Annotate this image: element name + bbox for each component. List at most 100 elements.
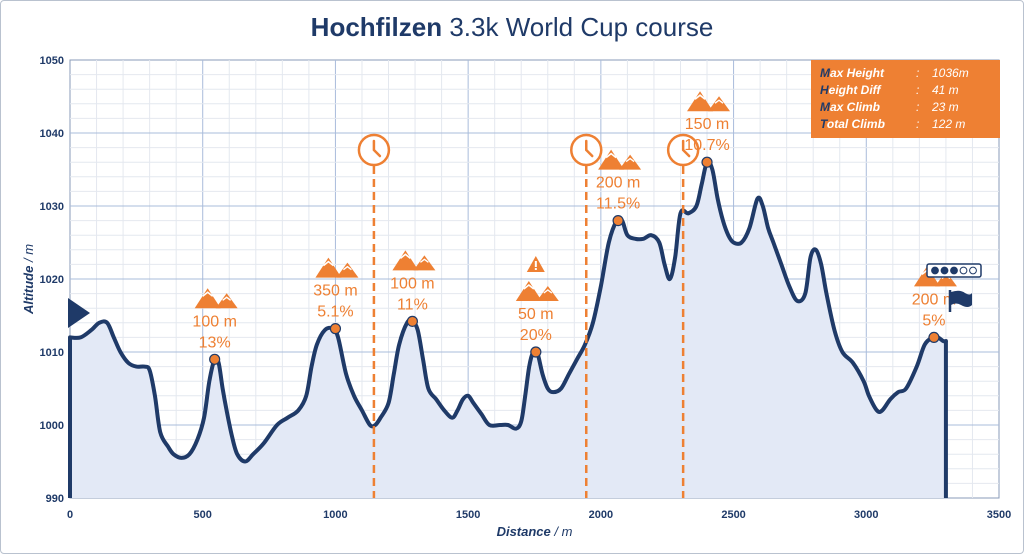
stat-value: 122 m: [932, 117, 966, 131]
y-tick-label: 1010: [40, 347, 64, 359]
mountain-snow: [419, 258, 429, 263]
x-tick-label: 500: [194, 509, 212, 521]
finish-flag-icon: [948, 290, 972, 312]
climb-distance-label: 200 m: [596, 175, 640, 192]
x-tick-label: 3000: [854, 509, 878, 521]
warning-bar: [534, 261, 537, 267]
mountain-snow: [543, 289, 553, 294]
clock-hands: [372, 139, 382, 158]
mountain-icon: [598, 149, 642, 170]
stat-key: Max Climb: [820, 99, 910, 115]
profile-line: [68, 159, 948, 464]
stat-value: 1036m: [932, 66, 969, 80]
climb-gradient-label: 11%: [397, 296, 428, 313]
difficulty-dot: [940, 266, 949, 275]
stat-key-initial: M: [820, 66, 830, 80]
chart-title-rest: 3.3k World Cup course: [442, 12, 714, 42]
climb-marker: 13% 100 m: [192, 288, 238, 365]
climb-marker: 11.5% 200 m: [596, 149, 642, 227]
climb-marker: 10.7% 150 m: [684, 91, 731, 168]
stat-key: Max Height: [820, 65, 910, 81]
x-axis-title: Distance: [497, 524, 551, 539]
clock-icon: [357, 133, 391, 167]
climb-marker: 11% 100 m: [390, 250, 436, 327]
climb-marker: 5.1% 350 m: [313, 257, 359, 335]
stat-colon: :: [916, 83, 920, 97]
clock-hands: [585, 139, 594, 158]
mountain-peak: [619, 154, 642, 170]
mountain-peak: [336, 262, 359, 278]
flag-cloth: [951, 290, 972, 307]
climb-gradient-label: 5%: [922, 312, 945, 329]
x-tick-label: 3500: [987, 509, 1011, 521]
time-check: [666, 133, 700, 498]
mountain-snow: [322, 260, 334, 267]
stat-key-rest: otal Climb: [826, 117, 885, 131]
x-tick-label: 2500: [721, 509, 745, 521]
stat-colon: :: [916, 117, 920, 131]
time-check: [357, 133, 391, 498]
mountain-peak: [934, 271, 957, 287]
climb-marker: 5% 200 m: [912, 266, 957, 343]
clock-icon: [666, 133, 700, 167]
mountain-peak: [413, 255, 436, 271]
x-tick-label: 1000: [323, 509, 347, 521]
mountain-icon: [687, 91, 731, 112]
mountain-peak: [215, 293, 238, 309]
stat-key-initial: T: [820, 117, 827, 131]
climb-distance-label: 50 m: [518, 306, 554, 323]
y-tick-label: 1050: [40, 55, 64, 67]
mountain-snow: [694, 94, 706, 100]
stat-value: 23 m: [932, 100, 959, 114]
x-tick-label: 0: [67, 509, 73, 521]
profile-area: [70, 161, 946, 498]
y-tick-label: 990: [46, 493, 64, 505]
climb-distance-label: 150 m: [685, 116, 729, 133]
climb-point: [209, 353, 221, 365]
mountain-icon: [515, 281, 559, 301]
climb-point: [406, 315, 419, 327]
difficulty-dot: [950, 266, 958, 275]
y-axis-title: Altitude: [21, 266, 36, 315]
clock-icon: [570, 133, 603, 167]
stat-colon: :: [916, 100, 920, 114]
climb-point: [329, 323, 342, 335]
y-axis-label: Altitude / m: [21, 244, 36, 315]
climb-marker: 20% 50 m: [515, 256, 559, 358]
stat-value: 41 m: [932, 83, 959, 97]
mountain-snow: [714, 99, 724, 104]
climb-distance-label: 100 m: [192, 313, 236, 330]
x-tick-label: 2000: [589, 509, 613, 521]
start-arrow-icon: [68, 298, 90, 328]
mountain-snow: [523, 283, 535, 290]
climb-gradient-label: 20%: [520, 327, 552, 344]
x-axis-unit: / m: [551, 524, 573, 539]
stat-key-initial: M: [820, 100, 830, 114]
climb-point: [612, 215, 624, 227]
stat-key: Height Diff: [820, 82, 910, 98]
y-tick-label: 1040: [40, 128, 64, 140]
x-tick-label: 1500: [456, 509, 480, 521]
mountain-snow: [605, 152, 617, 159]
stat-key-rest: eight Diff: [828, 83, 881, 97]
mountain-icon: [315, 257, 359, 278]
climb-gradient-label: 13%: [199, 334, 231, 351]
climb-point: [701, 156, 713, 168]
mountain-peak: [708, 96, 731, 112]
mountain-snow: [202, 291, 214, 297]
difficulty-dot: [959, 266, 968, 275]
warning-dot: [534, 268, 537, 270]
stat-colon: :: [916, 66, 920, 80]
climb-gradient-label: 5.1%: [317, 304, 353, 321]
stat-key-rest: ax Climb: [830, 100, 881, 114]
mountain-peak: [515, 281, 542, 301]
mountain-snow: [343, 265, 352, 271]
y-tick-label: 1020: [40, 274, 64, 286]
mountain-peak: [536, 286, 559, 301]
difficulty-dot: [931, 266, 939, 275]
difficulty-dot: [969, 266, 977, 275]
mountain-snow: [222, 296, 232, 301]
difficulty-dots-icon: [926, 263, 982, 278]
mountain-snow: [625, 157, 635, 163]
climb-distance-label: 350 m: [313, 283, 357, 300]
